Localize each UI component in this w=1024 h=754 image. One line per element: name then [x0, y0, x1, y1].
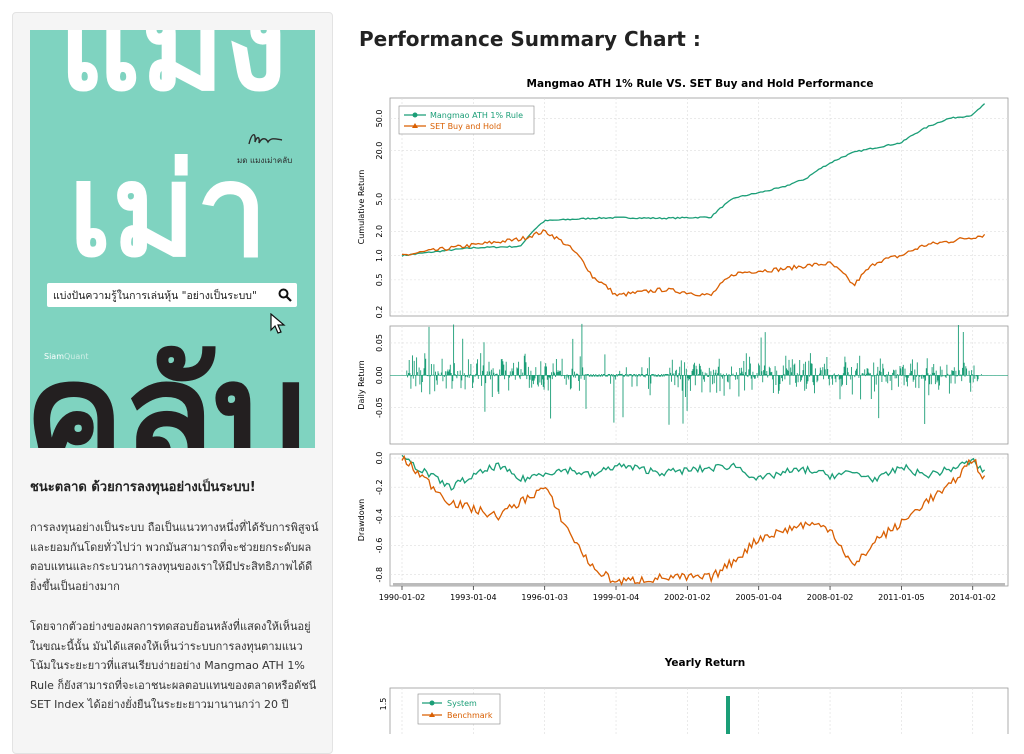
- series-line-benchmark: [401, 229, 986, 298]
- sidebar: แมง มด แมงเม่าคลับ เม่า แบ่งปันความรู้ใน…: [12, 12, 333, 754]
- cover-tagline-box: แบ่งปันความรู้ในการเล่นหุ้น "อย่างเป็นระ…: [47, 283, 297, 307]
- drawdown-ylabel: Drawdown: [357, 499, 366, 541]
- daily-ylabel: Daily Return: [357, 360, 366, 409]
- yearly-title: Yearly Return: [664, 657, 745, 669]
- signature-icon: [248, 134, 283, 145]
- yearly-legend-system: System: [447, 699, 477, 708]
- x-tick-label: 2008-01-02: [807, 593, 854, 602]
- yearly-bar-system: [726, 696, 730, 734]
- x-tick-label: 1993-01-04: [450, 593, 497, 602]
- cover-tagline: แบ่งปันความรู้ในการเล่นหุ้น "อย่างเป็นระ…: [53, 289, 257, 302]
- y-tick-label: 0.2: [375, 306, 384, 319]
- y-tick-label: 0.0: [375, 452, 384, 465]
- yearly-legend-benchmark: Benchmark: [447, 711, 493, 720]
- legend-top: Mangmao ATH 1% Rule SET Buy and Hold: [398, 105, 535, 135]
- y-tick-label: 0.5: [375, 274, 384, 287]
- cursor-icon: [270, 313, 286, 334]
- y-tick-label: 0.05: [375, 334, 384, 352]
- x-tick-label: 2005-01-04: [735, 593, 782, 602]
- brand-logo: SiamQuant: [44, 352, 89, 361]
- sidebar-heading: ชนะตลาด ด้วยการลงทุนอย่างเป็นระบบ!: [30, 480, 256, 495]
- daily-return-panel: [389, 325, 1009, 445]
- cover-word-1: แมง: [58, 30, 288, 120]
- performance-chart: Mangmao ATH 1% Rule VS. SET Buy and Hold…: [357, 78, 1009, 734]
- yearly-ytick: 1.5: [379, 698, 388, 711]
- y-tick-label: 2.0: [375, 225, 384, 238]
- book-cover: แมง มด แมงเม่าคลับ เม่า แบ่งปันความรู้ใน…: [30, 30, 315, 448]
- y-tick-label: -0.4: [375, 509, 384, 525]
- cover-word-3: คลับ: [30, 330, 307, 448]
- chart-title: Mangmao ATH 1% Rule VS. SET Buy and Hold…: [527, 78, 874, 90]
- sidebar-paragraph-1: การลงทุนอย่างเป็นระบบ ถือเป็นแนวทางหนึ่ง…: [30, 521, 319, 593]
- y-tick-label: -0.8: [375, 567, 384, 583]
- cumulative-ylabel: Cumulative Return: [357, 170, 366, 245]
- y-tick-label: -0.2: [375, 479, 384, 495]
- drawdown-line-benchmark: [401, 454, 986, 587]
- y-tick-label: 50.0: [375, 110, 384, 128]
- y-tick-label: -0.05: [375, 397, 384, 418]
- search-icon: [278, 288, 292, 302]
- y-tick-label: 0.00: [375, 366, 384, 384]
- y-tick-label: 5.0: [375, 193, 384, 206]
- series-line-system: [401, 103, 986, 257]
- legend-benchmark-label: SET Buy and Hold: [430, 122, 501, 131]
- drawdown-line-system: [401, 454, 986, 491]
- cover-word-2: เม่า: [68, 137, 268, 286]
- sidebar-paragraph-2: โดยจากตัวอย่างของผลการทดสอบย้อนหลังที่แส…: [30, 620, 317, 711]
- page-title: Performance Summary Chart :: [359, 27, 701, 51]
- x-tick-label: 1996-01-03: [521, 593, 568, 602]
- legend-yearly: System Benchmark: [417, 693, 501, 725]
- y-tick-label: -0.6: [375, 538, 384, 554]
- x-tick-label: 2011-01-05: [878, 593, 925, 602]
- y-tick-label: 20.0: [375, 142, 384, 160]
- x-tick-label: 1999-01-04: [593, 593, 640, 602]
- y-tick-label: 1.0: [375, 249, 384, 262]
- x-tick-label: 2002-01-02: [664, 593, 711, 602]
- legend-benchmark-marker: [412, 123, 418, 128]
- x-tick-label: 2014-01-02: [949, 593, 996, 602]
- drawdown-baseline: [393, 583, 1005, 586]
- legend-system-label: Mangmao ATH 1% Rule: [430, 111, 523, 120]
- x-tick-label: 1990-01-02: [379, 593, 426, 602]
- legend-system-marker: [412, 112, 418, 118]
- cover-author: มด แมงเม่าคลับ: [237, 156, 293, 165]
